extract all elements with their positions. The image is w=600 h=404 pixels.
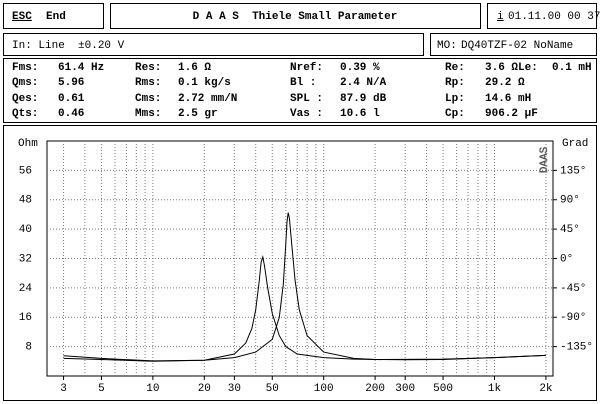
param-value: 0.1 mH <box>552 62 592 74</box>
esc-button[interactable] <box>3 3 104 29</box>
esc-key[interactable]: ESC <box>12 11 32 23</box>
datetime: 01.11.00 00 37 <box>508 11 600 23</box>
y-tick-label: 32 <box>19 253 32 265</box>
x-tick-label: 3 <box>60 383 67 395</box>
param-label: Cms: <box>135 93 161 105</box>
y-tick-label: 16 <box>19 312 32 324</box>
param-label: Qes: <box>12 93 38 105</box>
y-tick-label: 8 <box>25 342 32 354</box>
param-label: Fms: <box>12 62 38 74</box>
param-label: Res: <box>135 62 161 74</box>
info-box[interactable] <box>487 3 597 29</box>
param-label: Mms: <box>135 108 161 120</box>
param-value: 0.1 kg/s <box>178 77 231 89</box>
x-tick-label: 5 <box>98 383 105 395</box>
param-value: 2.5 gr <box>178 108 218 120</box>
input-box <box>3 33 424 56</box>
param-value: 14.6 mH <box>485 93 531 105</box>
param-value: 61.4 Hz <box>58 62 104 74</box>
param-label: SPL : <box>290 93 323 105</box>
y2-tick-label: -45° <box>560 283 586 295</box>
model-name[interactable]: DQ40TZF-02 NoName <box>461 40 573 52</box>
x-tick-label: 30 <box>228 383 241 395</box>
param-label: Qts: <box>12 108 38 120</box>
parameter-panel <box>3 58 597 123</box>
chart: Ohm Grad DAAS 8 16 24 32 40 48 56 135° 90° 45° 0° -45°… <box>18 138 593 395</box>
title: D A A S Thiele Small Parameter <box>193 11 398 23</box>
param-value: 0.39 % <box>340 62 380 74</box>
y-tick-label: 40 <box>19 224 32 236</box>
param-value: 87.9 dB <box>340 93 387 105</box>
input-setting: In: Line ±0.20 V <box>12 40 125 52</box>
x-tick-label: 50 <box>266 383 279 395</box>
param-label: Bl : <box>290 77 316 89</box>
x-tick-label: 200 <box>365 383 385 395</box>
param-label: Lp: <box>445 93 465 105</box>
model-box[interactable] <box>430 33 597 56</box>
x-tick-label: 1k <box>488 383 502 395</box>
param-label: Vas : <box>290 108 323 120</box>
y2-tick-label: 0° <box>560 253 573 265</box>
param-value: 2.4 N/A <box>340 77 387 89</box>
esc-label[interactable]: End <box>46 11 66 23</box>
watermark: DAAS <box>539 146 551 173</box>
param-value: 10.6 l <box>340 108 380 120</box>
model-key[interactable]: MO: <box>437 40 457 52</box>
param-value: 2.72 mm/N <box>178 93 237 105</box>
x-tick-label: 500 <box>433 383 453 395</box>
x-tick-label: 2k <box>539 383 553 395</box>
info-key[interactable]: i <box>497 11 504 23</box>
param-label: Rms: <box>135 77 161 89</box>
y2-tick-label: -135° <box>560 342 593 354</box>
param-value: 5.96 <box>58 77 84 89</box>
x-tick-label: 20 <box>198 383 211 395</box>
param-value: 0.46 <box>58 108 84 120</box>
y2-tick-label: 135° <box>560 165 586 177</box>
y2-tick-label: 90° <box>560 195 580 207</box>
y-axis-label: Ohm <box>18 138 38 150</box>
param-label: Re: <box>445 62 465 74</box>
param-label: Cp: <box>445 108 465 120</box>
param-value: 1.6 Ω <box>178 62 211 74</box>
y2-tick-label: -90° <box>560 312 586 324</box>
x-tick-label: 10 <box>146 383 159 395</box>
param-value: 0.61 <box>58 93 85 105</box>
param-value: 3.6 Ω <box>485 62 518 74</box>
x-tick-label: 100 <box>314 383 334 395</box>
param-label: Le: <box>518 62 538 74</box>
title-box <box>110 3 481 29</box>
y-tick-label: 48 <box>19 195 32 207</box>
param-label: Qms: <box>12 77 38 89</box>
param-value: 906.2 µF <box>485 108 538 120</box>
y-tick-label: 24 <box>19 283 33 295</box>
impedance-curve <box>63 255 546 362</box>
y2-tick-label: 45° <box>560 224 580 236</box>
x-tick-label: 300 <box>395 383 415 395</box>
param-value: 29.2 Ω <box>485 77 525 89</box>
y-tick-label: 56 <box>19 165 32 177</box>
param-label: Rp: <box>445 77 465 89</box>
param-label: Nref: <box>290 62 323 74</box>
y2-axis-label: Grad <box>562 138 588 150</box>
